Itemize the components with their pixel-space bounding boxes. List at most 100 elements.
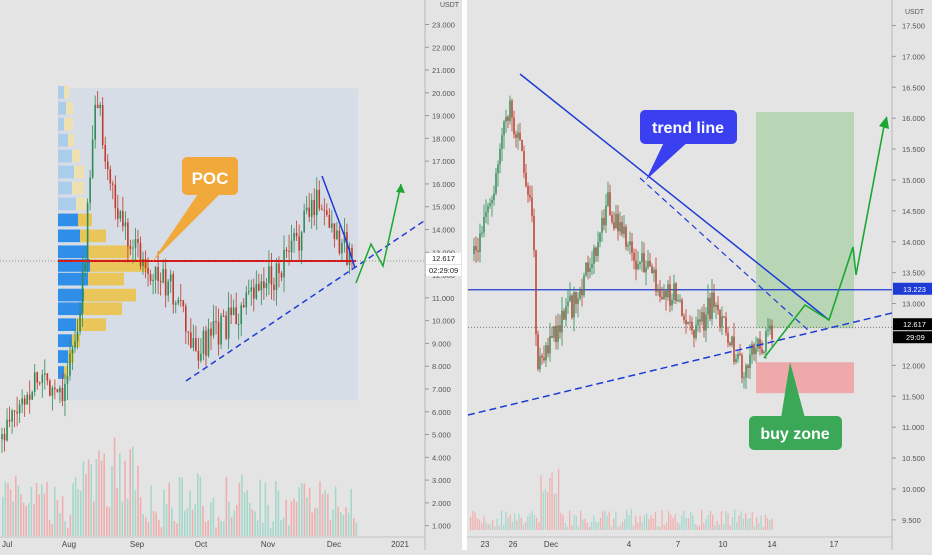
right-candle <box>521 139 523 152</box>
volume-bar <box>500 510 503 530</box>
right-y-tick-label: 14.500 <box>902 207 925 216</box>
right-candle <box>611 214 613 223</box>
right-candle <box>623 226 625 234</box>
right-candle <box>727 332 729 344</box>
right-candle <box>607 192 609 206</box>
right-candle <box>697 319 699 326</box>
volume-bar <box>67 527 69 536</box>
volume-bar <box>681 515 683 530</box>
volume-bar <box>28 503 30 536</box>
left-candle <box>310 200 313 217</box>
volume-bar <box>562 514 564 530</box>
right-candle <box>771 325 773 340</box>
volume-profile-bar <box>76 197 86 211</box>
left-candle <box>38 382 41 384</box>
volume-bar <box>152 511 155 536</box>
right-candle <box>695 325 697 338</box>
volume-bar <box>505 511 507 530</box>
right-candle <box>729 343 731 346</box>
left-candle <box>174 303 177 305</box>
volume-profile-bar <box>58 229 80 243</box>
right-candle <box>557 325 559 342</box>
right-candle <box>667 284 669 298</box>
volume-bar <box>549 477 551 530</box>
volume-bar <box>233 510 235 536</box>
right-candle <box>475 246 477 251</box>
left-candle <box>91 139 94 178</box>
left-candle <box>328 214 331 228</box>
left-candle <box>323 209 326 211</box>
right-candle <box>525 172 527 187</box>
volume-bar <box>514 513 516 530</box>
right-candle <box>581 289 583 296</box>
left-candle <box>28 394 31 400</box>
right-candle <box>559 325 561 333</box>
right-candle <box>531 197 533 216</box>
right-candle <box>519 132 521 140</box>
right-candle <box>691 321 693 331</box>
right-candle <box>503 121 505 136</box>
volume-bar <box>160 527 163 536</box>
left-y-tick-label: 19.000 <box>432 112 455 121</box>
volume-bar <box>230 517 233 536</box>
volume-bar <box>481 523 483 530</box>
left-dashed-support-line <box>185 220 425 382</box>
right-y-tick-label: 16.000 <box>902 114 925 123</box>
left-candle <box>167 281 169 296</box>
right-candle <box>523 151 525 173</box>
volume-profile-bar <box>72 181 84 195</box>
left-y-tick-label: 21.000 <box>432 66 455 75</box>
volume-bar <box>64 521 66 536</box>
volume-bar <box>275 481 277 536</box>
volume-bar <box>586 522 588 530</box>
volume-bar <box>628 515 630 530</box>
left-candle <box>210 328 212 336</box>
left-candle <box>149 274 152 282</box>
right-y-tick-label: 17.500 <box>902 21 925 30</box>
right-candle <box>545 345 547 361</box>
volume-bar <box>249 502 251 536</box>
left-candle <box>76 331 79 342</box>
left-candle <box>315 189 318 216</box>
left-candle <box>252 287 255 299</box>
right-candle <box>599 232 601 243</box>
right-candle <box>689 321 691 323</box>
volume-bar <box>61 495 64 536</box>
right-candle <box>569 295 571 302</box>
right-candle <box>717 304 719 311</box>
right-candle <box>585 262 587 276</box>
left-candle <box>36 372 39 383</box>
left-candle <box>21 398 23 405</box>
volume-bar <box>181 477 183 536</box>
volume-bar <box>509 514 511 530</box>
left-candle <box>295 232 298 237</box>
volume-bar <box>267 504 269 536</box>
volume-profile-bar <box>58 245 88 259</box>
left-candle <box>217 322 220 345</box>
volume-bar <box>223 521 225 536</box>
volume-bar <box>2 496 4 536</box>
volume-bar <box>103 453 105 536</box>
volume-bar <box>119 453 121 536</box>
volume-bar <box>98 450 100 536</box>
left-countdown-tag <box>426 265 461 277</box>
left-candle <box>240 305 243 325</box>
volume-bar <box>727 513 729 530</box>
right-candle <box>509 100 511 121</box>
volume-profile-bar <box>58 165 74 179</box>
left-candle <box>220 315 222 345</box>
volume-profile-bar <box>58 318 76 332</box>
volume-bar <box>637 522 639 530</box>
right-candle <box>751 344 753 355</box>
right-candle <box>561 310 563 333</box>
left-candle <box>162 268 164 283</box>
left-candle <box>270 266 273 285</box>
left-x-tick-label: 2021 <box>391 540 409 549</box>
poc-callout-box <box>182 157 238 195</box>
left-candle <box>197 350 200 361</box>
left-candle <box>117 208 119 219</box>
volume-profile-bar <box>68 350 74 363</box>
right-candle <box>749 354 751 368</box>
left-candle <box>235 307 237 325</box>
